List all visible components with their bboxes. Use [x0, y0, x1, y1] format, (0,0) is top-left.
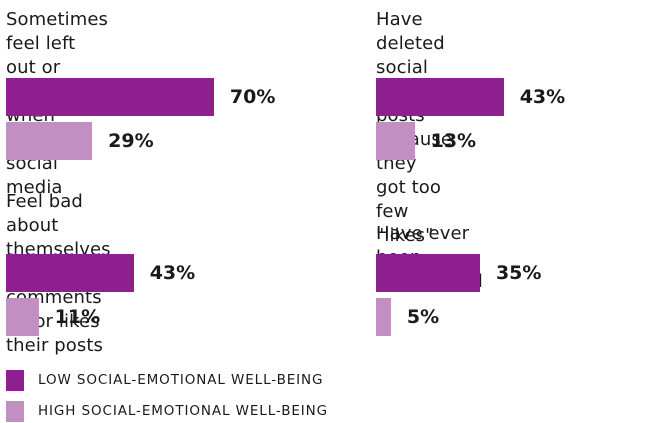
value-label-low: 43% [149, 262, 196, 284]
bar-high [376, 122, 415, 160]
legend-label-low: LOW SOCIAL-EMOTIONAL WELL-BEING [38, 372, 324, 388]
value-label-high: 5% [406, 306, 440, 328]
value-label-low: 70% [229, 86, 276, 108]
bar-high [376, 298, 391, 336]
legend-swatch-high [6, 401, 24, 422]
bar-high [6, 122, 93, 160]
value-label-high: 29% [108, 130, 154, 152]
value-label-high: 11% [54, 306, 101, 328]
bar-low [6, 78, 214, 116]
legend-label-high: HIGH SOCIAL-EMOTIONAL WELL-BEING [38, 403, 329, 419]
value-label-high: 13% [430, 130, 477, 152]
bar-low [6, 254, 134, 292]
legend-swatch-low [6, 370, 24, 391]
value-label-low: 43% [519, 86, 566, 108]
bar-low [376, 78, 504, 116]
bar-high [6, 298, 39, 336]
value-label-low: 35% [495, 262, 542, 284]
bar-low [376, 254, 480, 292]
